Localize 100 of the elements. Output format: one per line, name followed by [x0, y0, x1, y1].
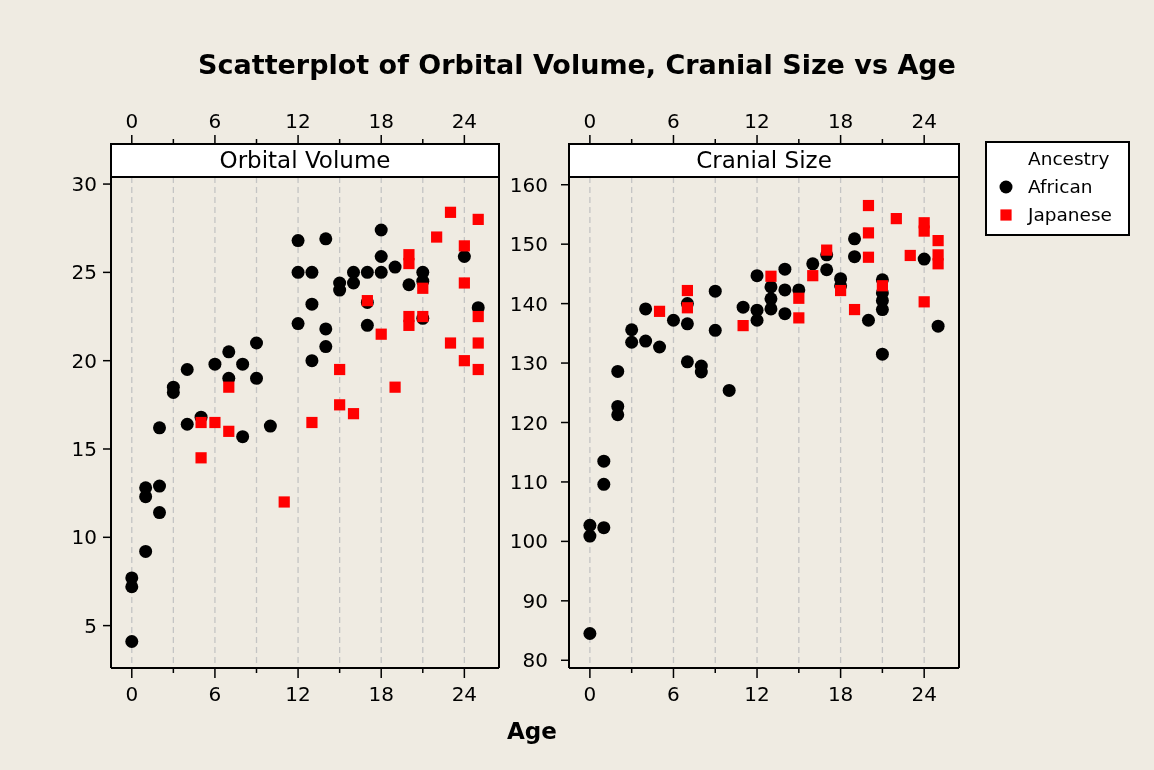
point — [263, 419, 277, 433]
x2-tick-label: 6 — [208, 109, 222, 134]
point — [334, 363, 346, 376]
point — [918, 217, 930, 229]
point — [472, 337, 484, 349]
point — [319, 340, 333, 354]
point — [639, 334, 653, 348]
point — [890, 213, 902, 225]
point — [708, 284, 722, 298]
y-tick-label: 150 — [509, 232, 548, 257]
x-tick-label: 6 — [667, 682, 680, 707]
point — [848, 250, 862, 264]
point — [625, 335, 639, 349]
point — [319, 322, 333, 336]
point — [611, 399, 625, 413]
y-tick-label: 90 — [522, 588, 548, 613]
legend-title: Ancestry — [1027, 147, 1111, 171]
x-tick-label: 18 — [368, 682, 394, 707]
point — [306, 416, 318, 429]
point — [932, 235, 944, 247]
point — [875, 347, 889, 361]
x-tick-label: 6 — [208, 682, 222, 707]
point — [291, 234, 305, 248]
point — [472, 363, 484, 376]
point — [360, 265, 374, 279]
point — [876, 280, 888, 292]
point — [583, 518, 597, 532]
legend-label: Japanese — [1028, 203, 1112, 227]
point — [625, 323, 639, 337]
point — [458, 355, 470, 367]
point — [444, 206, 457, 218]
point — [737, 320, 749, 332]
point — [209, 416, 221, 429]
legend-label: African — [1028, 175, 1093, 199]
x-tick-label: 24 — [911, 682, 937, 707]
point — [291, 317, 305, 331]
point — [334, 399, 346, 411]
point — [765, 270, 777, 282]
point — [417, 282, 429, 294]
point — [458, 240, 470, 252]
point — [374, 265, 388, 279]
point — [820, 263, 834, 277]
point — [139, 544, 153, 558]
point — [208, 357, 222, 371]
point — [597, 454, 611, 468]
x2-tick-label: 24 — [451, 109, 478, 134]
point — [125, 635, 139, 649]
y-tick-label: 80 — [522, 648, 548, 673]
point — [722, 383, 736, 397]
point — [862, 227, 875, 239]
point — [793, 292, 805, 304]
y-tick-label: 5 — [84, 613, 97, 638]
point — [444, 337, 457, 349]
point — [347, 265, 360, 279]
y-tick-label: 15 — [71, 437, 97, 462]
x-tick-label: 18 — [827, 682, 854, 707]
point — [319, 232, 333, 246]
x-tick-label: 24 — [451, 682, 478, 707]
point — [180, 417, 194, 431]
point — [402, 278, 416, 292]
point — [653, 340, 667, 354]
text: Scatterplot of Orbital Volume, Cranial Size vs Age — [197, 49, 957, 80]
point — [861, 313, 875, 327]
point — [917, 252, 931, 266]
point — [388, 260, 402, 274]
y-tick-label: 30 — [71, 172, 97, 197]
point — [736, 300, 750, 314]
point — [374, 223, 388, 237]
point — [236, 430, 250, 444]
point — [793, 312, 805, 324]
point — [750, 269, 764, 283]
y-tick-label: 10 — [71, 525, 97, 550]
point — [653, 305, 666, 317]
point — [250, 371, 263, 385]
point — [125, 571, 139, 585]
point — [236, 357, 250, 371]
point — [403, 249, 415, 261]
x2-tick-label: 18 — [368, 109, 394, 134]
point — [374, 249, 388, 263]
y-tick-label: 120 — [509, 410, 548, 435]
point — [611, 364, 625, 378]
x2-tick-label: 0 — [583, 109, 597, 134]
point — [375, 328, 387, 340]
x-axis-title: Age — [506, 717, 558, 746]
point — [778, 307, 792, 321]
point — [778, 262, 792, 276]
point — [680, 317, 694, 331]
point — [931, 319, 945, 333]
point — [180, 363, 194, 377]
point — [153, 506, 166, 520]
point — [403, 310, 415, 323]
chart-subtitle: Cranial Size — [568, 143, 960, 178]
point — [806, 257, 820, 271]
point — [666, 313, 680, 327]
point — [195, 416, 207, 429]
point — [764, 292, 778, 306]
point — [708, 323, 722, 337]
point — [153, 421, 166, 435]
point — [431, 231, 443, 243]
point — [597, 521, 611, 535]
